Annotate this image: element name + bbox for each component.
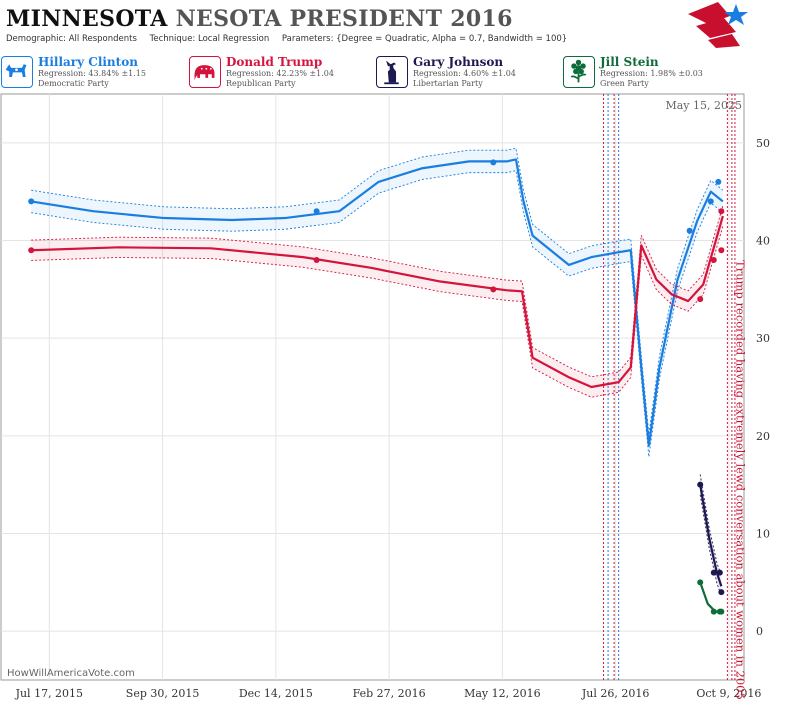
- x-tick-label: Dec 14, 2015: [239, 687, 313, 700]
- trend-line: [31, 158, 724, 447]
- candidate-regression: Regression: 1.98% ±0.03: [600, 69, 703, 78]
- poll-point: [697, 481, 704, 488]
- poll-point: [710, 569, 717, 576]
- poll-point: [718, 608, 725, 615]
- poll-point: [716, 569, 723, 576]
- candidate-regression: Regression: 42.23% ±1.04: [226, 69, 334, 78]
- confidence-upper: [31, 147, 724, 435]
- candidate-name: Donald Trump: [226, 55, 323, 69]
- poll-point: [313, 208, 320, 215]
- candidate-name: Hillary Clinton: [38, 55, 138, 69]
- legend-item-clinton: Hillary Clinton Regression: 43.84% ±1.15…: [0, 55, 180, 91]
- candidate-regression: Regression: 4.60% ±1.04: [413, 69, 516, 78]
- candidate-legend: Hillary Clinton Regression: 43.84% ±1.15…: [0, 55, 789, 91]
- x-tick-label: Sep 30, 2015: [126, 687, 200, 700]
- y-tick-label: 20: [756, 430, 770, 443]
- parameters-label: Parameters: {Degree = Quadratic, Alpha =…: [281, 34, 568, 44]
- x-tick-label: May 12, 2016: [464, 687, 541, 700]
- donkey-icon: [1, 56, 33, 88]
- poll-point: [28, 247, 35, 254]
- x-tick-label: Jul 17, 2015: [15, 687, 84, 700]
- title-state: MINNESOTA: [6, 6, 168, 32]
- poll-point: [715, 178, 722, 185]
- candidate-party: Green Party: [600, 79, 649, 88]
- legend-item-trump: Donald Trump Regression: 42.23% ±1.04 Re…: [188, 55, 368, 91]
- watermark: HowWillAmericaVote.com: [7, 668, 135, 679]
- poll-point: [490, 286, 497, 293]
- y-tick-label: 50: [756, 137, 770, 150]
- poll-point: [718, 589, 725, 596]
- poll-point: [686, 227, 693, 234]
- poll-point: [28, 198, 35, 205]
- candidate-name: Gary Johnson: [413, 55, 504, 69]
- poll-point: [707, 198, 714, 205]
- confidence-lower: [699, 494, 722, 597]
- x-tick-label: Oct 9, 2016: [696, 687, 761, 700]
- x-tick-label: Feb 27, 2016: [353, 687, 426, 700]
- date-stamp: May 15, 2025: [665, 99, 742, 112]
- confidence-upper: [699, 474, 722, 577]
- star-flag-logo-icon: [688, 2, 748, 48]
- candidate-party: Libertarian Party: [413, 79, 483, 88]
- x-tick-label: Jul 26, 2016: [581, 687, 650, 700]
- statue-of-liberty-icon: [376, 56, 408, 88]
- poll-point: [718, 247, 725, 254]
- trend-line: [699, 484, 723, 587]
- confidence-band: [31, 148, 723, 457]
- poll-point: [710, 608, 717, 615]
- y-tick-label: 40: [756, 235, 770, 248]
- elephant-icon: [189, 56, 221, 88]
- candidate-party: Democratic Party: [38, 79, 109, 88]
- candidate-regression: Regression: 43.84% ±1.15: [38, 69, 146, 78]
- chart-parameters: Demographic: All Respondents Technique: …: [6, 34, 577, 44]
- candidate-name: Jill Stein: [600, 55, 659, 69]
- flower-icon: [563, 56, 595, 88]
- poll-point: [313, 257, 320, 264]
- legend-item-stein: Jill Stein Regression: 1.98% ±0.03 Green…: [562, 55, 742, 91]
- candidate-party: Republican Party: [226, 79, 296, 88]
- y-tick-label: 30: [756, 332, 770, 345]
- y-tick-label: 10: [756, 528, 770, 541]
- event-annotation: Trump recorded having extremely lewd con…: [733, 260, 747, 700]
- plot-frame: [0, 93, 745, 681]
- poll-point: [697, 579, 704, 586]
- trend-line: [31, 215, 724, 389]
- y-tick-label: 0: [756, 625, 763, 638]
- poll-point: [710, 257, 717, 264]
- chart-title: MINNESOTA NESOTA PRESIDENT 2016: [6, 6, 513, 32]
- confidence-lower: [31, 170, 724, 457]
- poll-point: [718, 208, 725, 215]
- poll-point: [490, 159, 497, 166]
- confidence-band: [31, 205, 723, 398]
- poll-point: [697, 296, 704, 303]
- technique-label: Technique: Local Regression: [149, 34, 270, 44]
- legend-item-johnson: Gary Johnson Regression: 4.60% ±1.04 Lib…: [375, 55, 555, 91]
- confidence-upper: [31, 205, 724, 378]
- confidence-lower: [31, 226, 724, 398]
- title-rest: NESOTA PRESIDENT 2016: [175, 6, 513, 32]
- demographic-label: Demographic: All Respondents: [6, 34, 137, 44]
